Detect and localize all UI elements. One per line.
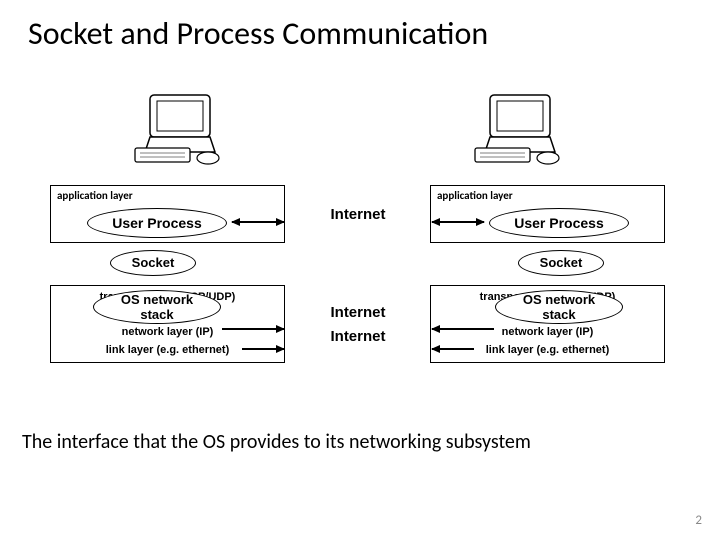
stack-box-right: transport layer (TCP/UDP) OS network sta… [430,285,665,363]
link-layer-label: link layer (e.g. ethernet) [51,344,284,356]
user-process-oval-right: User Process [489,208,629,238]
os-network-l2: stack [542,307,575,322]
slide-title: Socket and Process Communication [0,0,720,53]
app-layer-box-left: application layer User Process [50,185,285,243]
user-process-oval-left: User Process [87,208,227,238]
socket-oval-right: Socket [518,250,604,276]
os-network-l2: stack [140,307,173,322]
page-number: 2 [695,513,702,528]
internet-label-3: Internet [328,328,388,345]
stack-box-left: transport layer (TCP/UDP) OS network sta… [50,285,285,363]
diagram-area: application layer User Process applicati… [0,80,720,420]
arrow-net-right [432,328,494,330]
arrow-user-right [432,221,484,223]
app-layer-box-right: application layer User Process [430,185,665,243]
internet-label-2: Internet [328,304,388,321]
slide-caption: The interface that the OS provides to it… [22,430,531,454]
link-layer-label: link layer (e.g. ethernet) [431,344,664,356]
internet-label-1: Internet [328,206,388,223]
socket-oval-left: Socket [110,250,196,276]
os-network-oval-left: OS network stack [93,290,221,324]
app-layer-label: application layer [437,189,513,202]
arrow-link-left [242,348,284,350]
computer-icon-left [130,90,240,170]
arrow-user-left [232,221,284,223]
computer-icon-right [470,90,580,170]
arrow-link-right [432,348,474,350]
arrow-net-left [222,328,284,330]
os-network-oval-right: OS network stack [495,290,623,324]
os-network-l1: OS network [523,292,595,307]
os-network-l1: OS network [121,292,193,307]
app-layer-label: application layer [57,189,133,202]
